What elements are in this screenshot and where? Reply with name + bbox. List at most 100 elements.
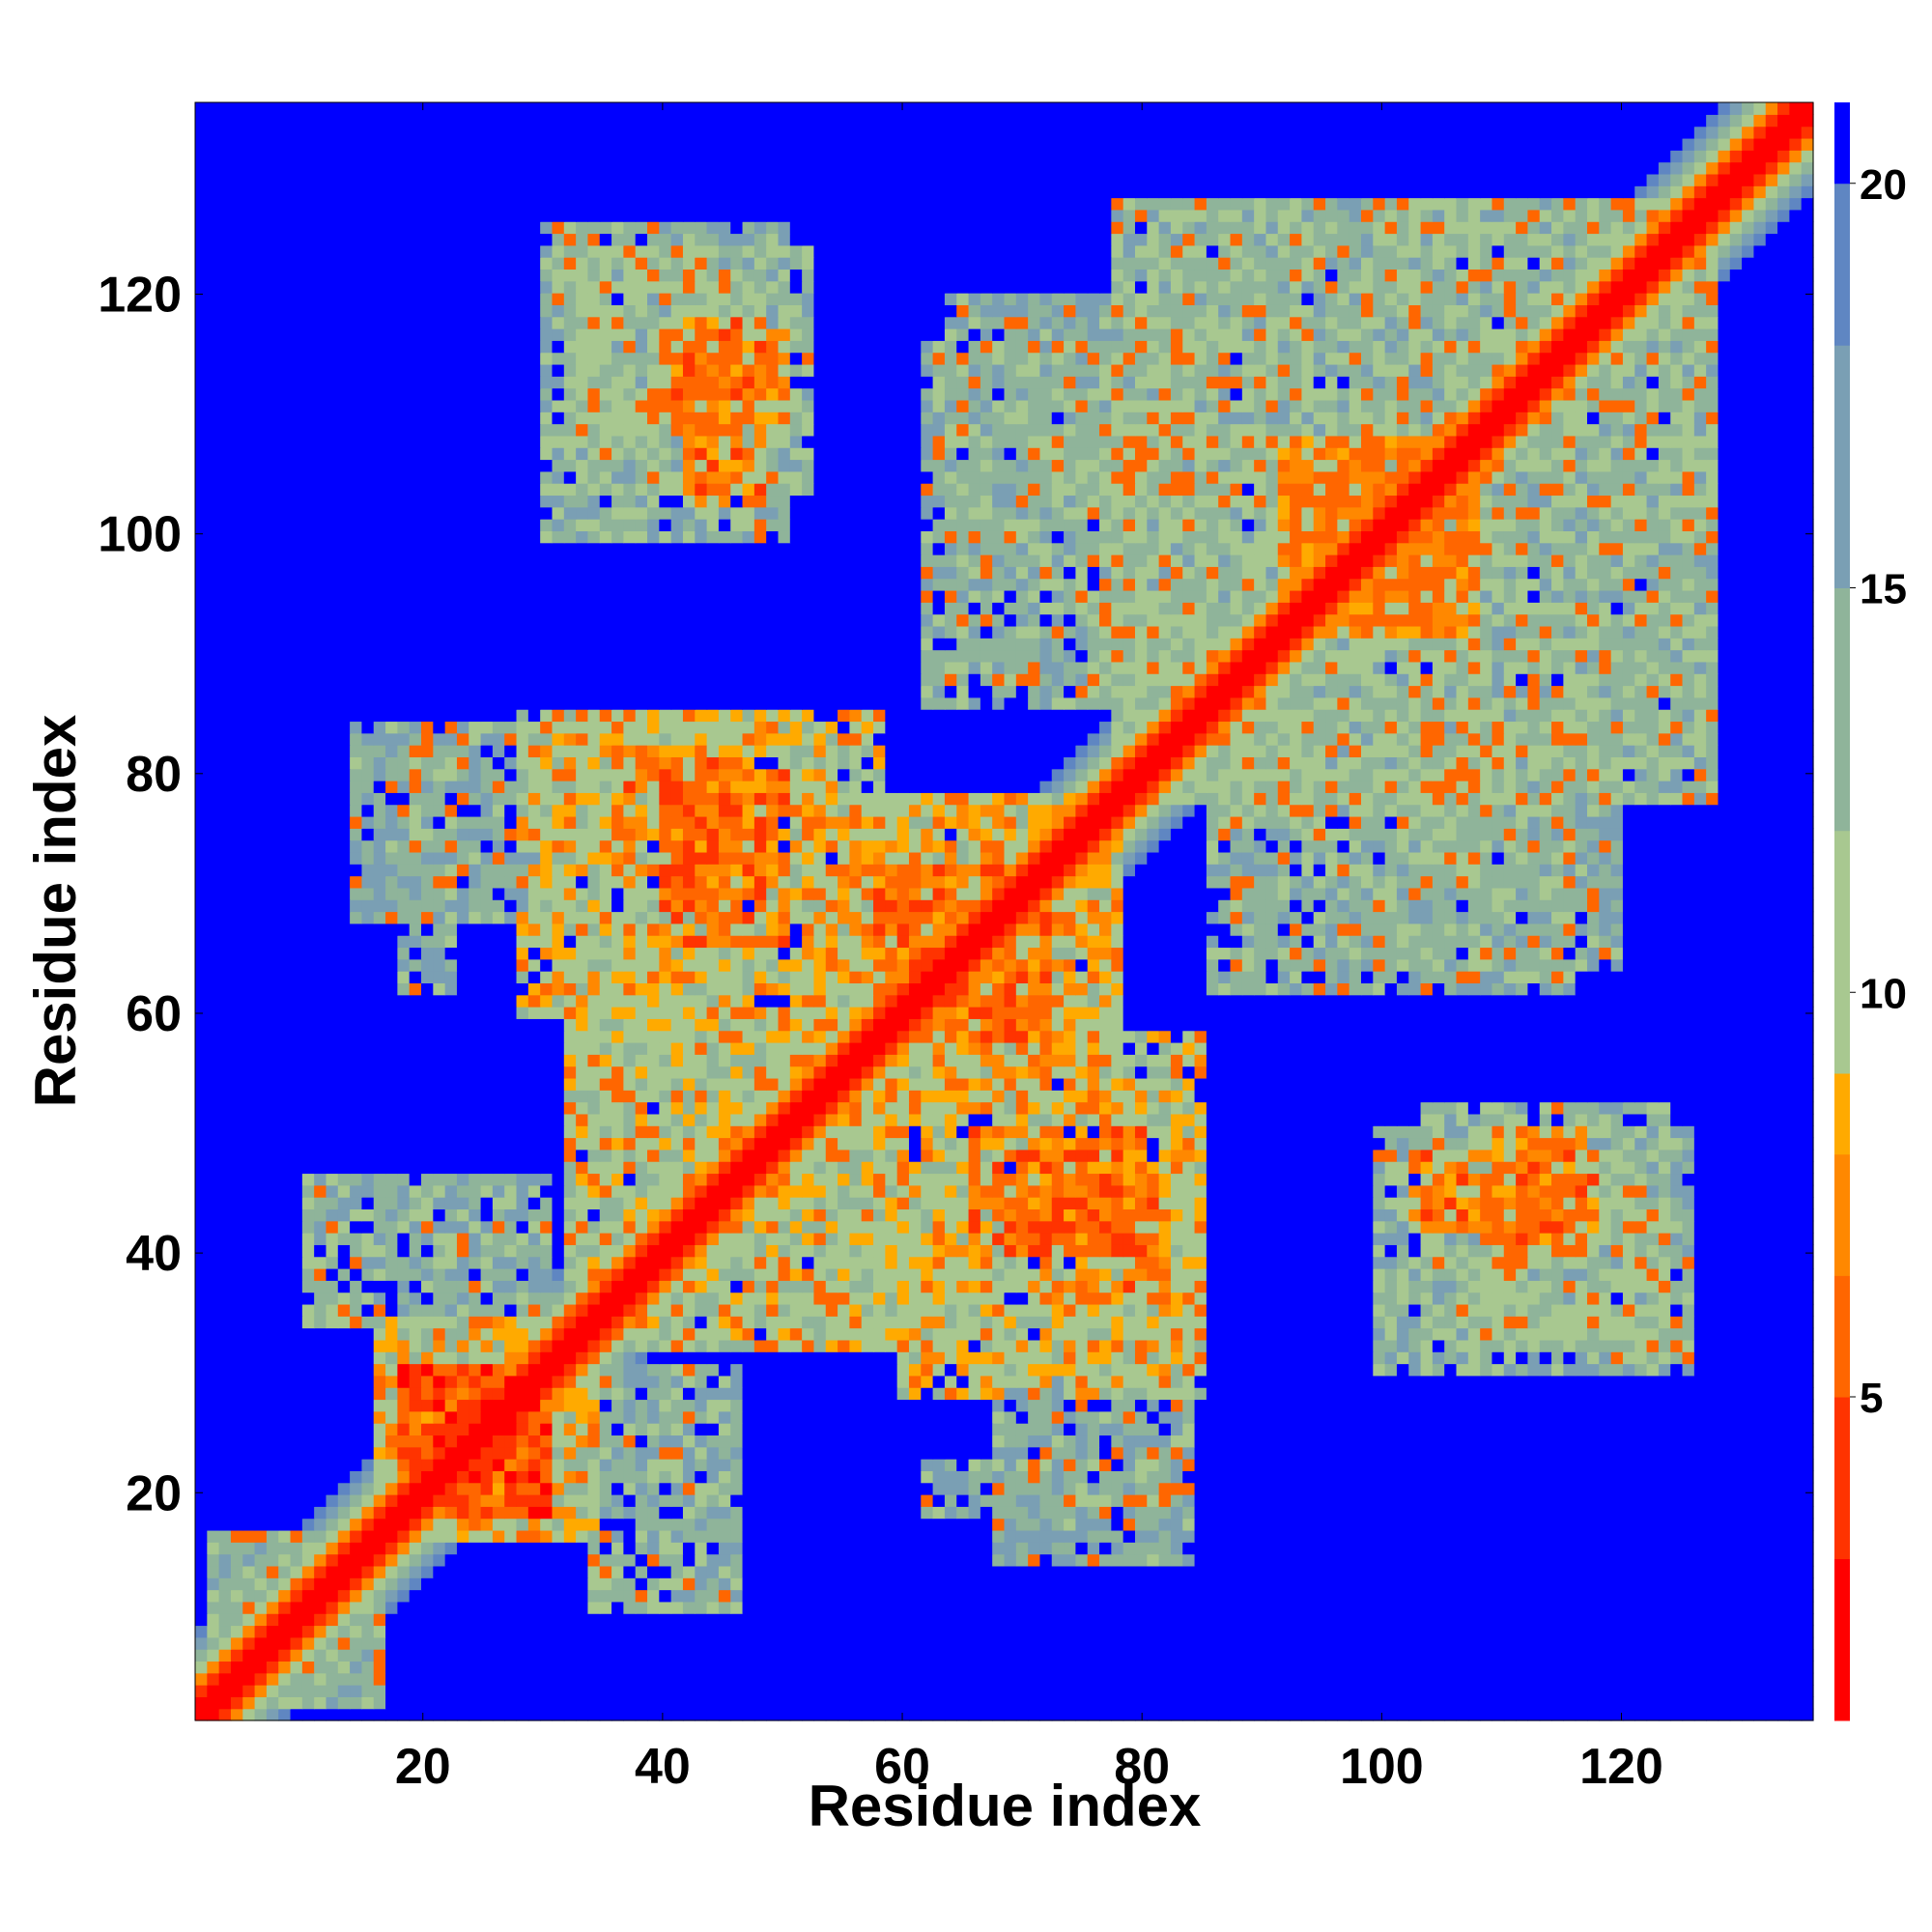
heatmap-cell [1004, 1542, 1017, 1555]
heatmap-cell [1742, 1387, 1755, 1401]
heatmap-cell [838, 1506, 850, 1520]
heatmap-cell [230, 1601, 243, 1614]
heatmap-cell [337, 1351, 351, 1365]
heatmap-cell [802, 1625, 815, 1638]
heatmap-cell [242, 1577, 256, 1591]
heatmap-cell [516, 1410, 529, 1424]
heatmap-cell [1693, 1387, 1707, 1401]
heatmap-cell [552, 1446, 565, 1460]
heatmap-cell [409, 1351, 422, 1365]
heatmap-cell [825, 1529, 838, 1543]
heatmap-cell [647, 1316, 660, 1329]
heatmap-cell [1360, 1529, 1374, 1543]
heatmap-cell [1516, 1625, 1529, 1638]
heatmap-cell [266, 1589, 279, 1603]
heatmap-cell [1064, 1529, 1076, 1543]
heatmap-cell [1575, 1470, 1588, 1484]
heatmap-cell [1075, 1685, 1089, 1697]
heatmap-cell [885, 1327, 898, 1341]
heatmap-cell [1147, 1518, 1160, 1531]
heatmap-cell [611, 1435, 624, 1448]
heatmap-cell [968, 1613, 981, 1627]
heatmap-cell [1051, 1589, 1065, 1603]
heatmap-cell [421, 1696, 434, 1710]
heatmap-cell [1373, 1661, 1386, 1674]
heatmap-cell [527, 1387, 541, 1401]
heatmap-cell [659, 1423, 672, 1436]
heatmap-cell [492, 1542, 505, 1555]
heatmap-cell [753, 1327, 767, 1341]
heatmap-cell [1420, 1589, 1434, 1603]
heatmap-cell [421, 1339, 434, 1352]
heatmap-cell [350, 1625, 363, 1638]
heatmap-cell [1610, 1685, 1624, 1697]
heatmap-cell [1075, 1493, 1089, 1507]
heatmap-cell [1742, 1482, 1755, 1495]
heatmap-cell [1693, 1529, 1707, 1543]
heatmap-cell [1682, 1696, 1695, 1710]
heatmap-cell [896, 1482, 910, 1495]
heatmap-cell [563, 1399, 577, 1412]
heatmap-cell [385, 1459, 398, 1471]
heatmap-cell [1480, 1351, 1493, 1365]
heatmap-cell [337, 1399, 351, 1412]
heatmap-cell [885, 1685, 898, 1697]
heatmap-cell [1622, 1399, 1635, 1412]
heatmap-cell [1254, 1280, 1267, 1293]
heatmap-cell [397, 1280, 411, 1293]
heatmap-cell [1420, 1685, 1434, 1697]
heatmap-cell [1111, 1685, 1124, 1697]
heatmap-cell [469, 1423, 482, 1436]
heatmap-cell [1765, 1661, 1778, 1674]
heatmap-cell [980, 1387, 993, 1401]
heatmap-cell [1753, 1565, 1767, 1578]
heatmap-cell [980, 1375, 993, 1388]
heatmap-cell [753, 1292, 767, 1305]
heatmap-cell [433, 1493, 446, 1507]
heatmap-cell [1670, 1553, 1684, 1567]
heatmap-cell [1718, 1410, 1731, 1424]
heatmap-cell [1064, 1399, 1076, 1412]
heatmap-cell [492, 1327, 505, 1341]
heatmap-cell [1432, 1459, 1445, 1471]
heatmap-cell [1551, 1672, 1564, 1686]
heatmap-cell [718, 1672, 731, 1686]
heatmap-cell [1360, 1696, 1374, 1710]
heatmap-cell [802, 1696, 815, 1710]
heatmap-cell [695, 1577, 708, 1591]
heatmap-cell [385, 1482, 398, 1495]
heatmap-cell [1349, 1636, 1362, 1650]
heatmap-cell [1646, 1363, 1660, 1377]
heatmap-cell [1170, 1459, 1183, 1471]
heatmap-cell [290, 1636, 303, 1650]
heatmap-cell [1634, 1470, 1648, 1484]
heatmap-cell [373, 1435, 386, 1448]
heatmap-cell [1325, 1649, 1338, 1662]
heatmap-cell [825, 1661, 838, 1674]
heatmap-cell [1551, 1375, 1564, 1388]
heatmap-cell [1789, 1303, 1803, 1317]
heatmap-cell [409, 1493, 422, 1507]
heatmap-cell [563, 1529, 577, 1543]
heatmap-cell [492, 1589, 505, 1603]
heatmap-cell [1301, 1672, 1315, 1686]
heatmap-cell [1658, 1423, 1671, 1436]
heatmap-cell [1004, 1482, 1017, 1495]
heatmap-cell [1575, 1446, 1588, 1460]
heatmap-cell [1753, 1446, 1767, 1460]
heatmap-cell [1301, 1327, 1315, 1341]
heatmap-cell [444, 1327, 458, 1341]
heatmap-cell [1384, 1625, 1398, 1638]
heatmap-cell [1789, 1339, 1803, 1352]
heatmap-cell [659, 1625, 672, 1638]
heatmap-cell [540, 1553, 554, 1567]
heatmap-cell [361, 1280, 375, 1293]
heatmap-cell [1408, 1351, 1422, 1365]
heatmap-cell [314, 1636, 327, 1650]
heatmap-cell [802, 1435, 815, 1448]
heatmap-cell [326, 1410, 339, 1424]
heatmap-cell [766, 1625, 780, 1638]
heatmap-cell [1147, 1636, 1160, 1650]
heatmap-cell [873, 1482, 886, 1495]
heatmap-cell [1801, 1375, 1814, 1388]
